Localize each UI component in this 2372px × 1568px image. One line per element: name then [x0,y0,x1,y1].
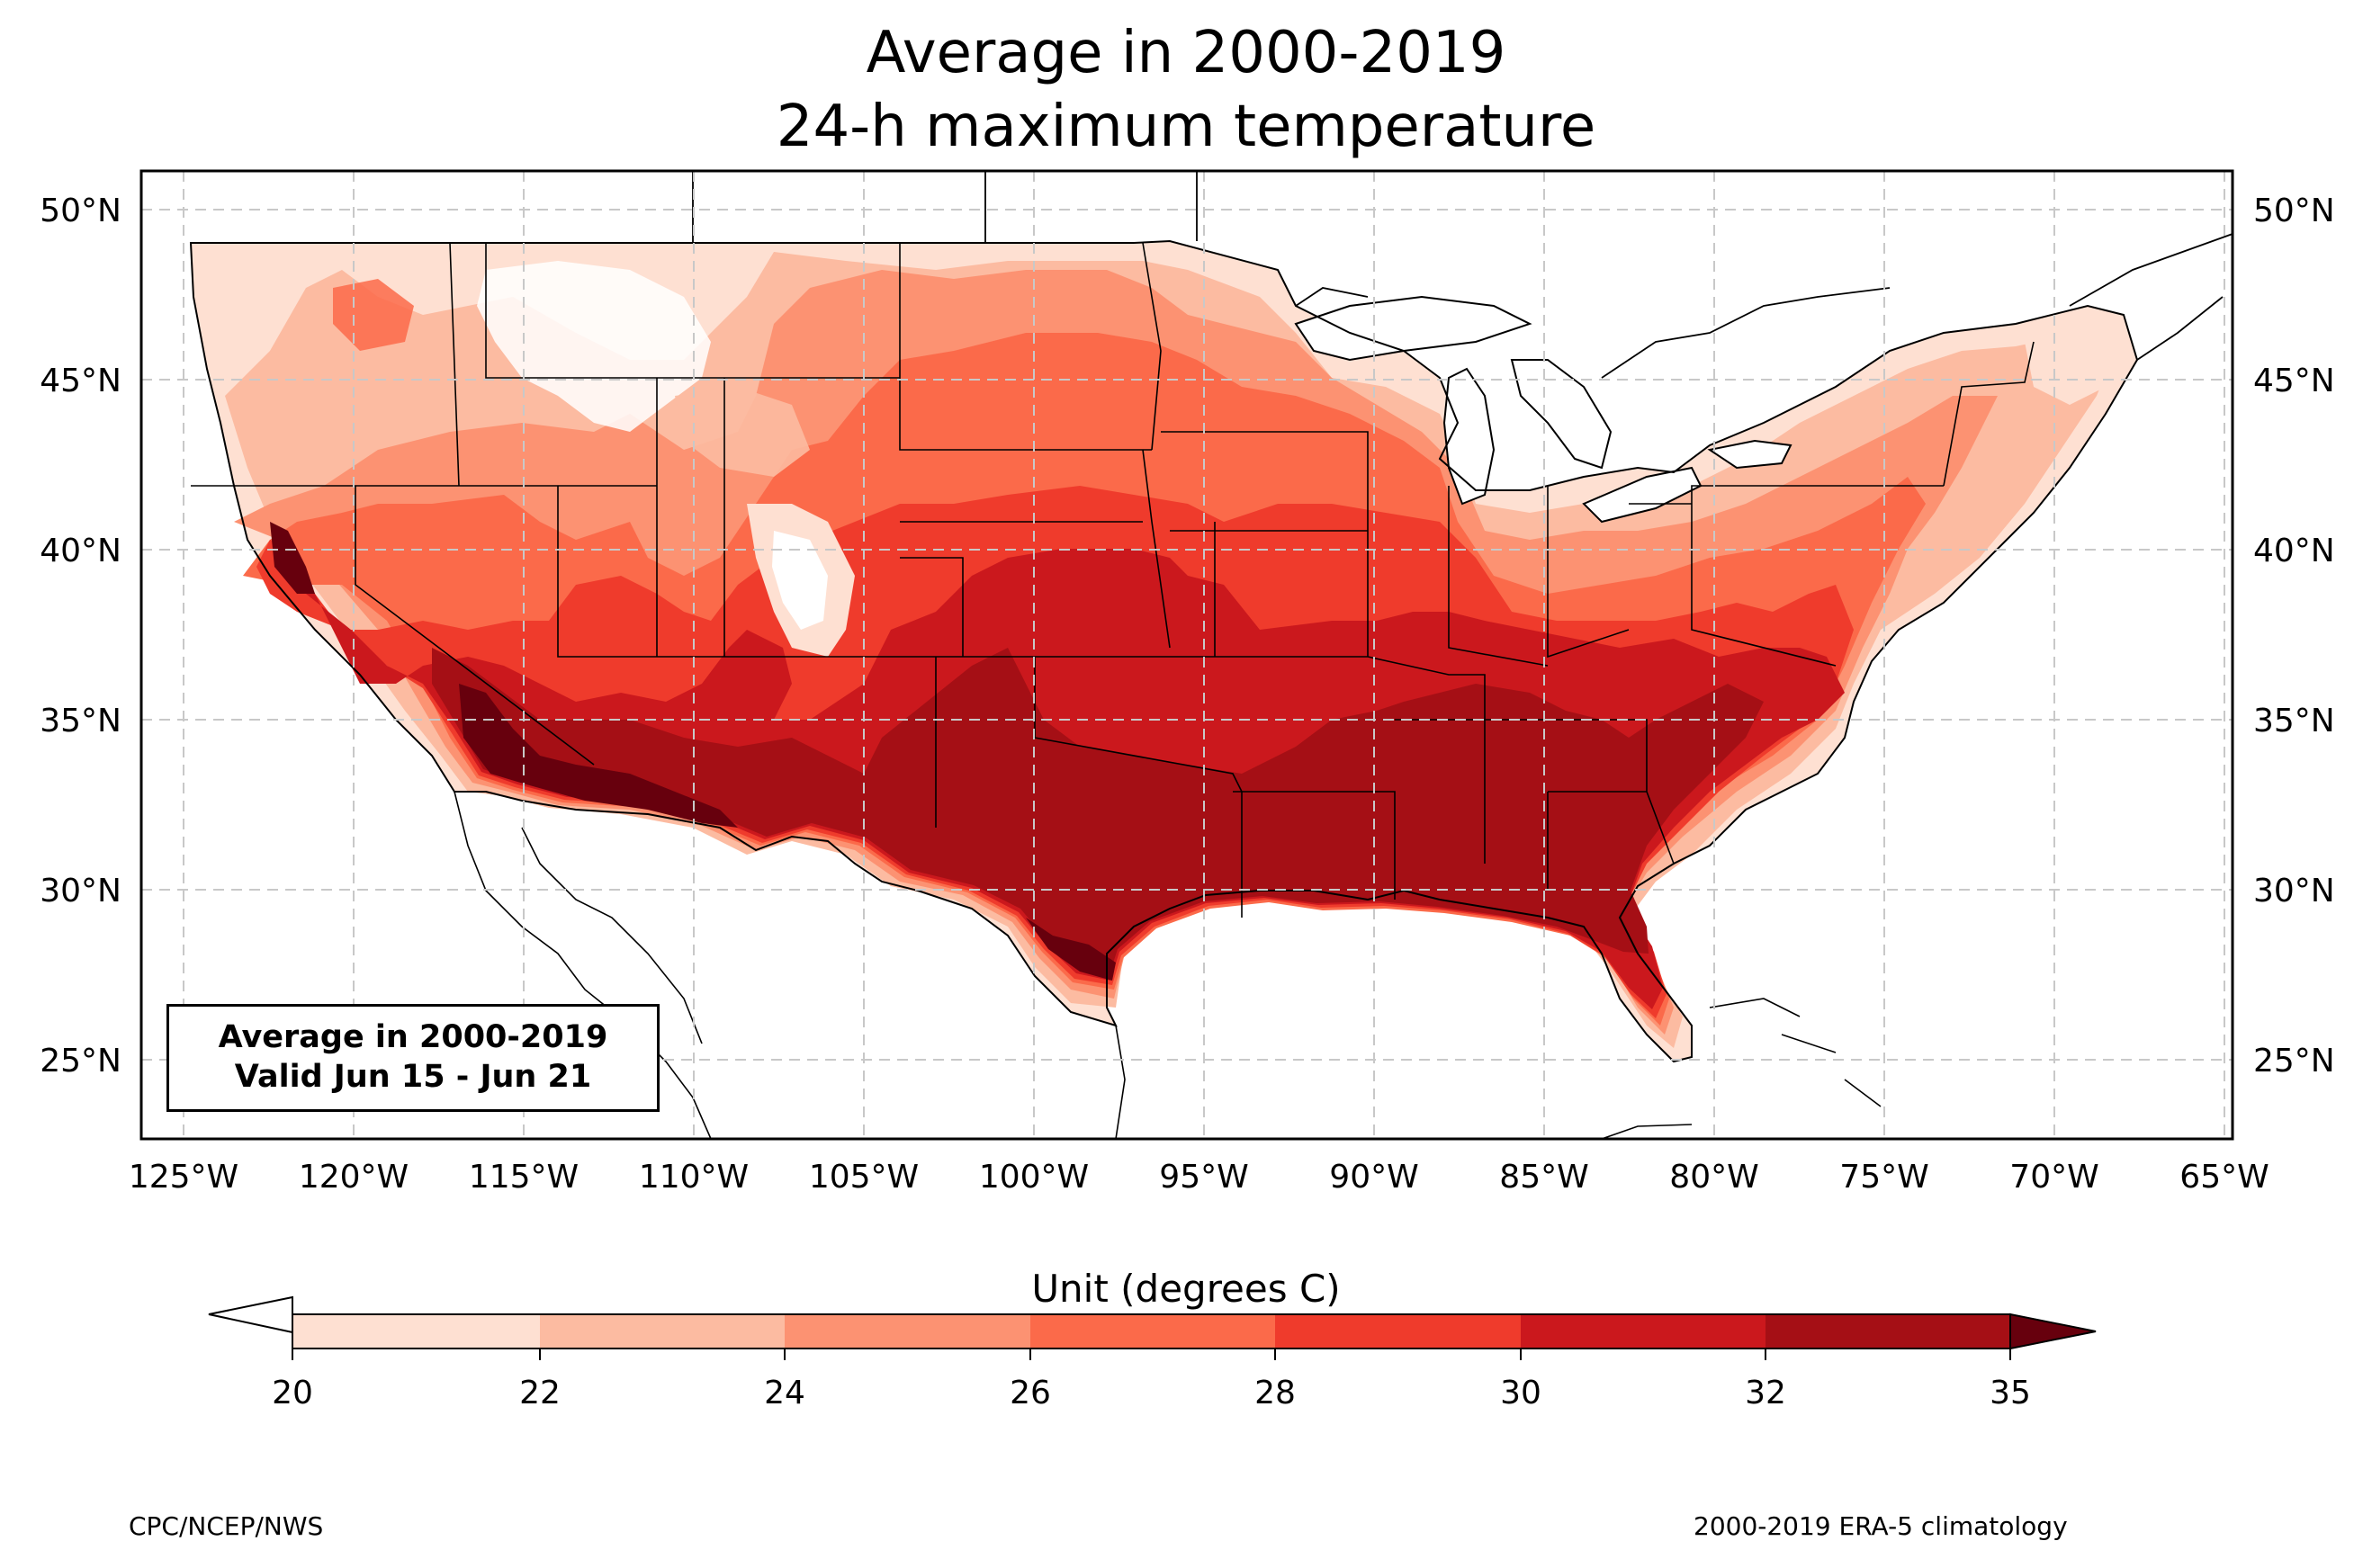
lon-label: 80°W [1669,1159,1758,1196]
colorbar-tick-label: 24 [764,1375,805,1411]
colorbar-segment [540,1314,785,1348]
colorbar-tick-label: 26 [1010,1375,1051,1411]
lat-label-right: 25°N [2253,1043,2335,1080]
colorbar-over-arrow [2009,1313,2097,1350]
mexico-coast-lines [454,791,1882,1139]
lat-label-left: 25°N [40,1043,121,1080]
colorbar-tick-label: 22 [519,1375,561,1411]
lat-label-left: 45°N [40,363,121,399]
lon-label: 70°W [2009,1159,2098,1196]
cool-patch-wy [675,387,810,477]
lat-label-right: 40°N [2253,533,2335,569]
lat-tick-labels-right: 50°N 45°N 40°N 35°N 30°N 25°N [2253,193,2335,1080]
lon-label: 105°W [809,1159,919,1196]
lake-michigan [1442,367,1496,506]
lon-tick-labels: 125°W 120°W 115°W 110°W 105°W 100°W 95°W… [129,1159,2269,1196]
footer-credit: CPC/NCEP/NWS [129,1511,324,1541]
chart-title-line2: 24-h maximum temperature [776,94,1596,160]
temp-band-35-cv [270,522,315,594]
temp-band-35-tx [1026,918,1116,981]
cool-patch-rockies [477,261,711,432]
lon-label: 85°W [1499,1159,1588,1196]
lon-label: 95°W [1159,1159,1248,1196]
temp-band-32 [432,648,1764,977]
temperature-field [189,171,2233,1139]
inset-line1: Average in 2000-2019 [218,1019,608,1055]
lat-label-right: 50°N [2253,193,2335,229]
colorbar-segment [292,1314,540,1348]
map-frame [139,169,2234,1141]
lat-label-left: 40°N [40,533,121,569]
lon-label: 120°W [299,1159,409,1196]
lake-superior [1294,295,1532,362]
lat-label-right: 35°N [2253,703,2335,739]
us-outline [189,239,2139,1063]
chart-title-line1: Average in 2000-2019 [866,20,1506,86]
lon-label: 125°W [129,1159,238,1196]
cool-patch-colorado-inner [772,531,828,630]
lon-label: 75°W [1839,1159,1928,1196]
colorbar-tick-label: 20 [272,1375,313,1411]
lake-ontario [1707,439,1792,470]
lat-tick-labels-left: 50°N 45°N 40°N 35°N 30°N 25°N [40,193,121,1080]
lon-label: 90°W [1329,1159,1418,1196]
lake-huron [1510,359,1613,470]
footer-source: 2000-2019 ERA-5 climatology [1694,1511,2068,1541]
lat-label-left: 50°N [40,193,121,229]
colorbar-tick-label: 28 [1254,1375,1296,1411]
lat-label-right: 30°N [2253,873,2335,909]
colorbar: 20 22 24 26 28 30 32 35 [208,1295,2097,1411]
colorbar-tick-label: 32 [1745,1375,1786,1411]
lat-label-left: 35°N [40,703,121,739]
colorbar-segment [1521,1314,1766,1348]
lon-label: 65°W [2179,1159,2269,1196]
temp-band-35-sw [459,684,738,828]
colorbar-segment [785,1314,1030,1348]
lon-label: 115°W [469,1159,579,1196]
colorbar-frame [292,1313,2011,1349]
valid-period-box: Average in 2000-2019 Valid Jun 15 - Jun … [166,1004,660,1112]
lon-label: 110°W [639,1159,749,1196]
colorbar-tick-label: 35 [1990,1375,2031,1411]
cool-patch-ne [2025,324,2124,405]
colorbar-segment [1030,1314,1275,1348]
lon-label: 100°W [979,1159,1089,1196]
colorbar-unit-label: Unit (degrees C) [1031,1267,1341,1311]
lat-label-right: 45°N [2253,363,2335,399]
colorbar-segment [1275,1314,1521,1348]
state-borders [191,242,2035,918]
colorbar-tick-label: 30 [1500,1375,1541,1411]
colorbar-segment [1766,1314,2010,1348]
lat-label-left: 30°N [40,873,121,909]
inset-line2: Valid Jun 15 - Jun 21 [234,1059,592,1095]
